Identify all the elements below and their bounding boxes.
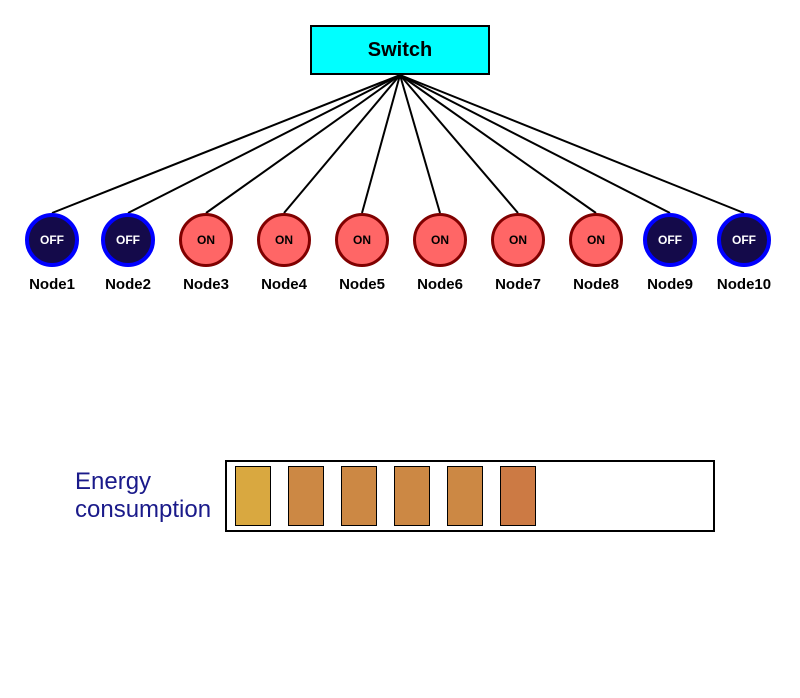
energy-bar-1 bbox=[235, 466, 271, 526]
node-node3: ON bbox=[179, 213, 233, 267]
energy-bar-4 bbox=[394, 466, 430, 526]
node-label: Node9 bbox=[630, 276, 710, 293]
node-state: ON bbox=[509, 233, 527, 247]
node-node4: ON bbox=[257, 213, 311, 267]
energy-label-line2: consumption bbox=[75, 496, 211, 524]
node-state: OFF bbox=[732, 233, 756, 247]
node-state: OFF bbox=[658, 233, 682, 247]
node-label: Node8 bbox=[556, 276, 636, 293]
switch-box: Switch bbox=[310, 25, 490, 75]
node-state: ON bbox=[431, 233, 449, 247]
node-label: Node2 bbox=[88, 276, 168, 293]
connection-lines bbox=[0, 0, 800, 698]
node-label: Node6 bbox=[400, 276, 480, 293]
node-state: ON bbox=[197, 233, 215, 247]
switch-label: Switch bbox=[368, 39, 432, 62]
node-label: Node4 bbox=[244, 276, 324, 293]
node-label: Node10 bbox=[704, 276, 784, 293]
node-node1: OFF bbox=[25, 213, 79, 267]
energy-bar-6 bbox=[500, 466, 536, 526]
node-state: OFF bbox=[40, 233, 64, 247]
node-node5: ON bbox=[335, 213, 389, 267]
energy-bar-5 bbox=[447, 466, 483, 526]
node-node10: OFF bbox=[717, 213, 771, 267]
node-label: Node5 bbox=[322, 276, 402, 293]
energy-bar-2 bbox=[288, 466, 324, 526]
node-node7: ON bbox=[491, 213, 545, 267]
energy-label-line1: Energy bbox=[75, 468, 211, 496]
energy-label: Energy consumption bbox=[75, 468, 211, 524]
energy-bar-3 bbox=[341, 466, 377, 526]
node-state: ON bbox=[587, 233, 605, 247]
node-node8: ON bbox=[569, 213, 623, 267]
node-node2: OFF bbox=[101, 213, 155, 267]
node-state: ON bbox=[275, 233, 293, 247]
node-label: Node3 bbox=[166, 276, 246, 293]
node-node9: OFF bbox=[643, 213, 697, 267]
node-state: ON bbox=[353, 233, 371, 247]
node-label: Node1 bbox=[12, 276, 92, 293]
node-label: Node7 bbox=[478, 276, 558, 293]
node-state: OFF bbox=[116, 233, 140, 247]
node-node6: ON bbox=[413, 213, 467, 267]
